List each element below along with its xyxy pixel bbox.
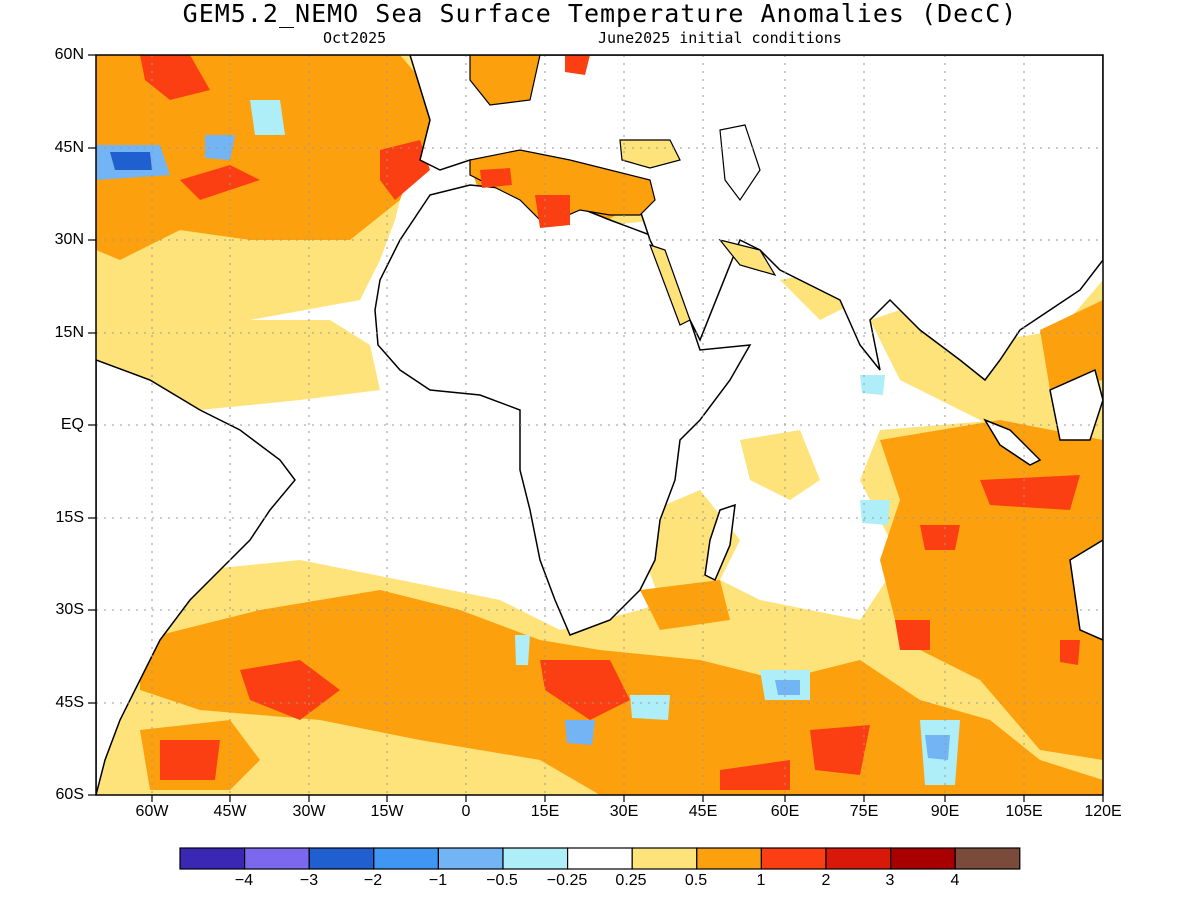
colorbar-swatch xyxy=(244,847,310,870)
colorbar-label: 1 xyxy=(756,872,766,889)
colorbar-swatch xyxy=(437,847,504,870)
lat-label-45n: 45N xyxy=(54,139,84,156)
australia-land xyxy=(1069,539,1103,641)
north-sea xyxy=(469,55,541,106)
lon-label-90e: 90E xyxy=(930,803,960,820)
colorbar-label: 3 xyxy=(885,872,895,889)
colorbar-label: −0.5 xyxy=(486,872,518,889)
colorbar-swatch xyxy=(825,847,892,870)
lon-label-15e: 15E xyxy=(530,803,560,820)
grid-lines xyxy=(96,55,1103,795)
lon-label-45w: 45W xyxy=(213,803,247,820)
colorbar-label: −4 xyxy=(234,872,254,889)
lat-label-60n: 60N xyxy=(54,46,84,63)
lat-label-15s: 15S xyxy=(55,509,84,526)
initial-conditions: June2025 initial conditions xyxy=(598,29,842,47)
mediterranean-sea xyxy=(469,149,656,226)
lon-label-30w: 30W xyxy=(292,803,326,820)
persian-gulf xyxy=(718,238,777,276)
colorbar-swatch xyxy=(760,847,827,870)
lon-label-60w: 60W xyxy=(135,803,169,820)
land-masses xyxy=(96,55,1103,795)
lat-label-eq: EQ xyxy=(60,416,84,433)
forecast-month: Oct2025 xyxy=(323,29,387,47)
lon-label-75e: 75E xyxy=(849,803,879,820)
colorbar-swatch xyxy=(889,847,956,870)
sumatra-land xyxy=(983,418,1042,466)
lat-label-30s: 30S xyxy=(55,601,84,618)
anomaly-field xyxy=(96,55,1103,795)
lat-label-45s: 45S xyxy=(55,694,84,711)
colorbar-swatch xyxy=(373,847,439,870)
colorbar-swatch xyxy=(308,847,375,870)
lat-label-30n: 30N xyxy=(54,231,84,248)
lon-label-0: 0 xyxy=(461,803,471,820)
colorbar-swatch xyxy=(954,847,1021,870)
madagascar-land xyxy=(704,503,736,582)
colorbar-label: −0.25 xyxy=(546,872,588,889)
colorbar-label: −3 xyxy=(299,872,319,889)
lon-label-15w: 15W xyxy=(370,803,404,820)
colorbar-label: 0.5 xyxy=(684,872,708,889)
colorbar-swatch xyxy=(696,847,762,870)
borneo-land xyxy=(1049,368,1103,441)
anomaly-strong-warm xyxy=(140,55,1080,790)
colorbar-swatch xyxy=(502,847,569,870)
colorbar-swatch xyxy=(566,847,633,870)
lon-label-120e: 120E xyxy=(1084,803,1122,820)
lon-label-45e: 45E xyxy=(688,803,718,820)
caspian-sea xyxy=(719,124,761,202)
map-title: GEM5.2_NEMO Sea Surface Temperature Anom… xyxy=(182,0,1018,28)
mediterranean-hotspots xyxy=(480,55,590,228)
colorbar-label: 0.25 xyxy=(615,872,647,889)
colorbar-label: 4 xyxy=(950,872,960,889)
colorbar-label: −1 xyxy=(428,872,448,889)
lon-label-60e: 60E xyxy=(770,803,800,820)
anomaly-cool xyxy=(96,100,960,785)
black-sea xyxy=(619,139,681,169)
lat-label-15n: 15N xyxy=(54,324,84,341)
red-sea xyxy=(648,244,691,326)
colorbar xyxy=(179,847,1021,870)
inland-seas xyxy=(469,55,777,326)
south-america-land xyxy=(96,359,296,795)
colorbar-swatch xyxy=(179,847,246,870)
lat-label-60s: 60S xyxy=(55,786,84,803)
colorbar-label: −2 xyxy=(363,872,383,889)
colorbar-swatch xyxy=(631,847,698,870)
colorbar-label: 2 xyxy=(821,872,831,889)
axis-ticks xyxy=(88,54,1104,802)
lon-label-105e: 105E xyxy=(1005,803,1043,820)
lon-label-30e: 30E xyxy=(609,803,639,820)
